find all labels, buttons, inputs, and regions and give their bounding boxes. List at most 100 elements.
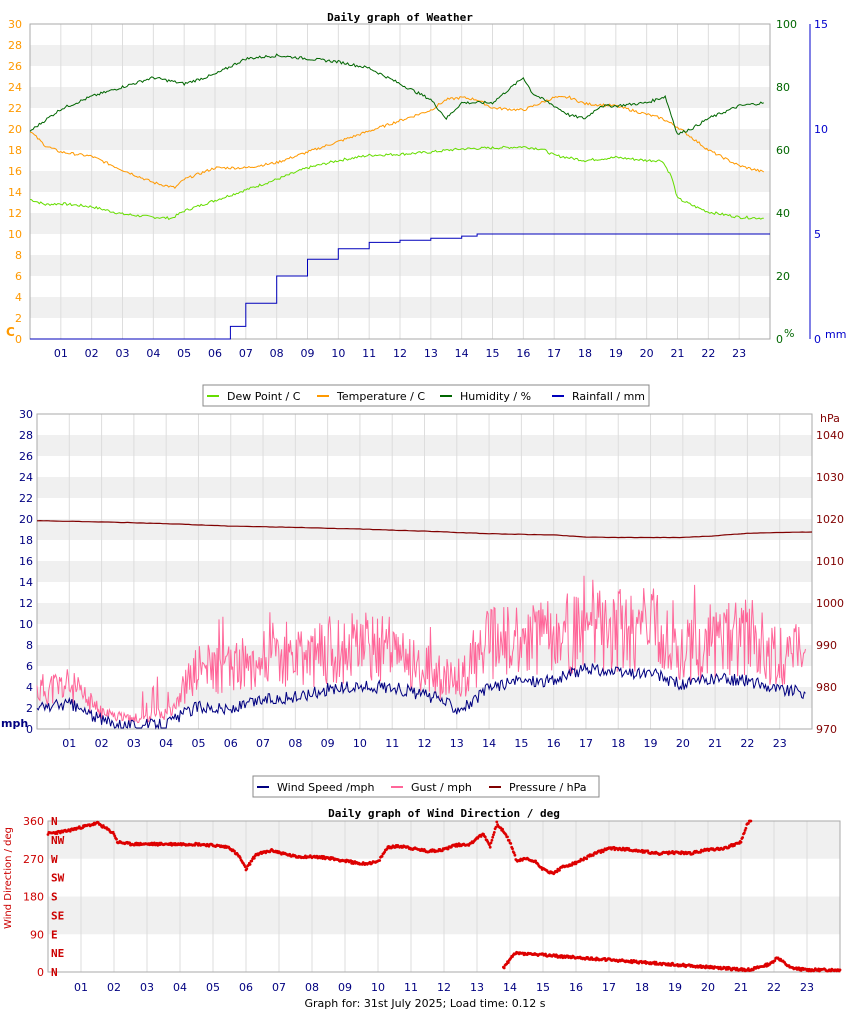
x-tick-label: 18 — [635, 981, 649, 994]
x-tick-label: 20 — [676, 737, 690, 750]
wind-dir-point — [250, 859, 254, 863]
y-tick-label-left: 28 — [19, 429, 33, 442]
legend-label: Wind Speed /mph — [277, 781, 375, 794]
x-tick-label: 21 — [708, 737, 722, 750]
wind-dir-point — [742, 831, 746, 835]
legend-label: Temperature / C — [336, 390, 425, 403]
y-tick-label-left: 16 — [19, 555, 33, 568]
x-tick-label: 02 — [95, 737, 109, 750]
wind-dir-point — [506, 961, 510, 964]
wind-dir-point — [504, 833, 508, 836]
wind-dir-point — [511, 847, 514, 851]
y-axis-unit-rain: mm — [825, 328, 846, 341]
legend-box — [202, 384, 650, 407]
y-tick-label-left: 22 — [19, 492, 33, 505]
series-line — [36, 575, 806, 724]
compass-label: SE — [51, 909, 64, 922]
wind-dir-point — [238, 856, 242, 860]
wind-dir-point — [248, 863, 252, 866]
x-tick-label: 09 — [321, 737, 335, 750]
x-tick-label: 17 — [547, 347, 561, 360]
legend-label: Pressure / hPa — [509, 781, 587, 794]
y-tick-label-right: 1000 — [816, 597, 844, 610]
wind-dir-point — [582, 858, 585, 862]
wind-dir-point — [252, 856, 256, 860]
x-tick-label: 01 — [54, 347, 68, 360]
y-tick-label-left: 10 — [19, 618, 33, 631]
wind-dir-point — [570, 863, 574, 867]
y-axis-unit-right: hPa — [820, 412, 840, 425]
y-tick-label-left: 6 — [26, 660, 33, 673]
x-tick-label: 20 — [701, 981, 715, 994]
wind-dir-point — [585, 857, 589, 861]
wind-dir-point — [55, 832, 59, 835]
x-tick-label: 06 — [208, 347, 222, 360]
wind-dir-point — [492, 833, 495, 837]
x-tick-label: 01 — [62, 737, 76, 750]
wind-dir-point — [489, 841, 493, 845]
graph-footer: Graph for: 31st July 2025; Load time: 0.… — [304, 997, 546, 1010]
y-tick-label-right: 0 — [776, 333, 783, 346]
x-tick-label: 19 — [609, 347, 623, 360]
y-tick-label-left: 10 — [8, 228, 22, 241]
x-tick-label: 22 — [740, 737, 754, 750]
wind-dir-point — [739, 840, 743, 844]
wind-dir-point — [502, 966, 506, 970]
x-tick-label: 10 — [353, 737, 367, 750]
compass-label: NW — [51, 834, 65, 847]
x-tick-label: 23 — [800, 981, 814, 994]
legend-label: Gust / mph — [411, 781, 472, 794]
y-tick-label-left: 2 — [15, 312, 22, 325]
y-tick-label-left: 180 — [23, 891, 44, 904]
x-tick-label: 09 — [338, 981, 352, 994]
y-tick-label-left: 8 — [26, 639, 33, 652]
y-tick-label-left: 90 — [30, 928, 44, 941]
x-tick-label: 17 — [579, 737, 593, 750]
wind-dir-point — [749, 819, 753, 823]
x-tick-label: 19 — [668, 981, 682, 994]
wind-dir-point — [654, 960, 658, 964]
wind-dir-point — [488, 845, 492, 849]
x-tick-label: 12 — [393, 347, 407, 360]
y-tick-label-left: 30 — [8, 18, 22, 31]
wind-dir-point — [603, 957, 607, 960]
series-line — [30, 233, 770, 340]
wind-dir-point — [646, 849, 650, 853]
y-tick-label-right: 1030 — [816, 471, 844, 484]
y-tick-label-left: 270 — [23, 853, 44, 866]
x-tick-label: 11 — [362, 347, 376, 360]
series-line — [29, 95, 765, 190]
x-tick-label: 16 — [516, 347, 530, 360]
y-tick-label-right: 40 — [776, 207, 790, 220]
y-tick-label-left: 16 — [8, 165, 22, 178]
wind-dir-point — [752, 968, 755, 972]
legend-label: Humidity / % — [460, 390, 531, 403]
x-tick-label: 05 — [206, 981, 220, 994]
y-axis-label: Wind Direction / deg — [3, 827, 14, 929]
x-tick-label: 01 — [74, 981, 88, 994]
wind-dir-point — [321, 857, 325, 860]
wind-dir-point — [378, 859, 382, 862]
legend-label: Rainfall / mm — [572, 390, 645, 403]
y-tick-label-left: 22 — [8, 102, 22, 115]
y-tick-label-left: 26 — [8, 60, 22, 73]
y-tick-label-left: 26 — [19, 450, 33, 463]
y-tick-label-left: 18 — [19, 534, 33, 547]
x-tick-label: 12 — [437, 981, 451, 994]
x-tick-label: 16 — [547, 737, 561, 750]
x-tick-label: 21 — [671, 347, 685, 360]
wind-dir-point — [507, 839, 511, 842]
x-tick-label: 11 — [404, 981, 418, 994]
wind-dir-point — [743, 829, 747, 832]
x-tick-label: 04 — [146, 347, 160, 360]
x-tick-label: 05 — [177, 347, 191, 360]
x-tick-label: 15 — [486, 347, 500, 360]
x-tick-label: 14 — [482, 737, 496, 750]
x-tick-label: 05 — [191, 737, 205, 750]
y-tick-label-right: 990 — [816, 639, 837, 652]
x-tick-label: 10 — [331, 347, 345, 360]
x-tick-label: 08 — [270, 347, 284, 360]
x-tick-label: 14 — [503, 981, 517, 994]
y-tick-label-right: 80 — [776, 81, 790, 94]
